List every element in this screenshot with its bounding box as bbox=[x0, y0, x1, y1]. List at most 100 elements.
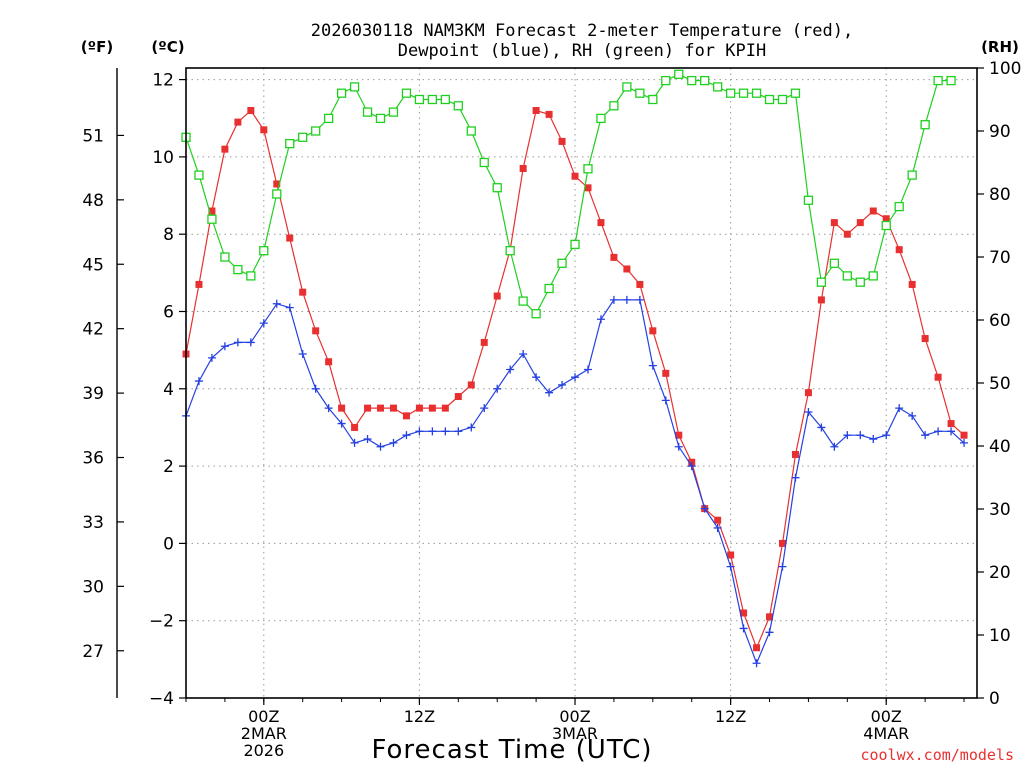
temperature-point bbox=[843, 230, 851, 238]
dewpoint-point bbox=[778, 562, 787, 571]
x-tick-label: 2MAR bbox=[241, 724, 287, 743]
x-tick-label: 12Z bbox=[715, 707, 746, 726]
temperature-point bbox=[480, 338, 488, 346]
rh-point bbox=[336, 88, 347, 98]
temperature-point bbox=[636, 280, 644, 288]
x-tick-label: 12Z bbox=[404, 707, 435, 726]
dewpoint-point bbox=[233, 338, 242, 347]
rh-point bbox=[375, 113, 386, 124]
temperature-point bbox=[895, 246, 903, 254]
temperature-point bbox=[247, 107, 255, 115]
dewpoint-point bbox=[921, 431, 930, 440]
rh-point bbox=[622, 82, 632, 92]
temperature-point bbox=[338, 404, 346, 412]
temperature-point bbox=[299, 288, 307, 296]
temperature-point bbox=[778, 539, 786, 547]
temperature-point bbox=[753, 644, 761, 652]
rh-tick-label: 20 bbox=[989, 563, 1011, 583]
rh-tick-label: 80 bbox=[989, 185, 1011, 205]
x-tick-label: 2026 bbox=[243, 741, 284, 760]
rh-point bbox=[868, 271, 878, 281]
dewpoint-point bbox=[856, 431, 865, 440]
rh-point bbox=[816, 277, 827, 287]
rh-point bbox=[635, 88, 645, 98]
rh-point bbox=[453, 101, 463, 111]
temperature-point bbox=[675, 431, 683, 439]
temperature-point bbox=[428, 404, 436, 412]
fahrenheit-tick-label: 42 bbox=[82, 320, 104, 340]
watermark: coolwx.com/models bbox=[860, 746, 1014, 764]
rh-tick-label: 60 bbox=[989, 311, 1011, 331]
rh-point bbox=[479, 157, 489, 168]
dewpoint-point bbox=[298, 350, 307, 359]
dewpoint-point bbox=[648, 361, 657, 370]
temperature-point bbox=[662, 369, 670, 377]
temperature-point bbox=[415, 404, 423, 412]
celsius-tick-label: −4 bbox=[149, 689, 174, 709]
dewpoint-point bbox=[830, 442, 839, 451]
dewpoint-point bbox=[493, 384, 502, 393]
celsius-tick-label: 8 bbox=[163, 225, 174, 245]
temperature-point bbox=[610, 253, 618, 261]
dewpoint-point bbox=[532, 373, 541, 382]
temperature-point bbox=[351, 423, 359, 431]
fahrenheit-tick-label: 36 bbox=[82, 449, 104, 469]
x-tick-label: 00Z bbox=[248, 707, 279, 726]
celsius-tick-label: −2 bbox=[149, 612, 174, 632]
rh-point bbox=[946, 75, 956, 86]
dewpoint-point bbox=[947, 427, 956, 436]
temperature-point bbox=[377, 404, 385, 412]
plot-frame bbox=[185, 67, 978, 699]
fahrenheit-tick-label: 33 bbox=[82, 513, 104, 533]
gridlines bbox=[186, 68, 977, 698]
temperature-point bbox=[402, 412, 410, 420]
rh-point bbox=[233, 264, 243, 275]
dewpoint-point bbox=[622, 295, 631, 304]
dewpoint-point bbox=[402, 431, 411, 440]
fahrenheit-tick-label: 30 bbox=[82, 577, 104, 597]
x-tick-label: 3MAR bbox=[552, 724, 598, 743]
temperature-point bbox=[882, 215, 890, 223]
rh-point bbox=[272, 189, 282, 199]
celsius-tick-label: 6 bbox=[163, 302, 174, 322]
rh-point bbox=[933, 75, 943, 86]
temperature-point bbox=[312, 327, 320, 335]
rh-point bbox=[570, 239, 580, 250]
rh-tick-label: 30 bbox=[989, 500, 1011, 520]
rh-point bbox=[505, 246, 515, 256]
dewpoint-point bbox=[700, 504, 709, 513]
series-dewpoint bbox=[182, 295, 969, 668]
dewpoint-point bbox=[454, 427, 463, 436]
rh-point bbox=[596, 113, 606, 124]
fahrenheit-tick-label: 39 bbox=[82, 384, 104, 404]
rh-point bbox=[207, 214, 217, 224]
rh-point bbox=[725, 88, 736, 98]
rh-point bbox=[881, 220, 891, 231]
rh-tick-label: 90 bbox=[989, 122, 1011, 142]
dewpoint-point bbox=[817, 423, 826, 432]
rh-point bbox=[544, 283, 554, 294]
temperature-point bbox=[869, 207, 877, 215]
dewpoint-point bbox=[467, 423, 476, 432]
fahrenheit-tick-label: 48 bbox=[82, 191, 104, 211]
dewpoint-point bbox=[324, 404, 333, 413]
rh-point bbox=[829, 258, 840, 268]
rh-point bbox=[531, 309, 541, 319]
rh-point bbox=[440, 94, 450, 105]
temperature-point bbox=[623, 265, 631, 273]
rh-tick-label: 70 bbox=[989, 248, 1011, 268]
rh-point bbox=[842, 271, 852, 281]
dewpoint-point bbox=[363, 435, 372, 444]
dewpoint-point bbox=[583, 365, 592, 374]
rh-point bbox=[738, 88, 749, 98]
axes: 121086420−2−4514845423936333027100908070… bbox=[82, 59, 1021, 760]
dewpoint-point bbox=[843, 431, 852, 440]
dewpoint-point bbox=[415, 427, 424, 436]
titles: 2026030118 NAM3KM Forecast 2-meter Tempe… bbox=[311, 21, 853, 61]
rh-point bbox=[700, 75, 710, 86]
dewpoint-point bbox=[506, 365, 515, 374]
rh-point bbox=[194, 170, 204, 180]
left-unit-fahrenheit: (ºF) bbox=[81, 38, 113, 56]
temperature-point bbox=[389, 404, 397, 412]
